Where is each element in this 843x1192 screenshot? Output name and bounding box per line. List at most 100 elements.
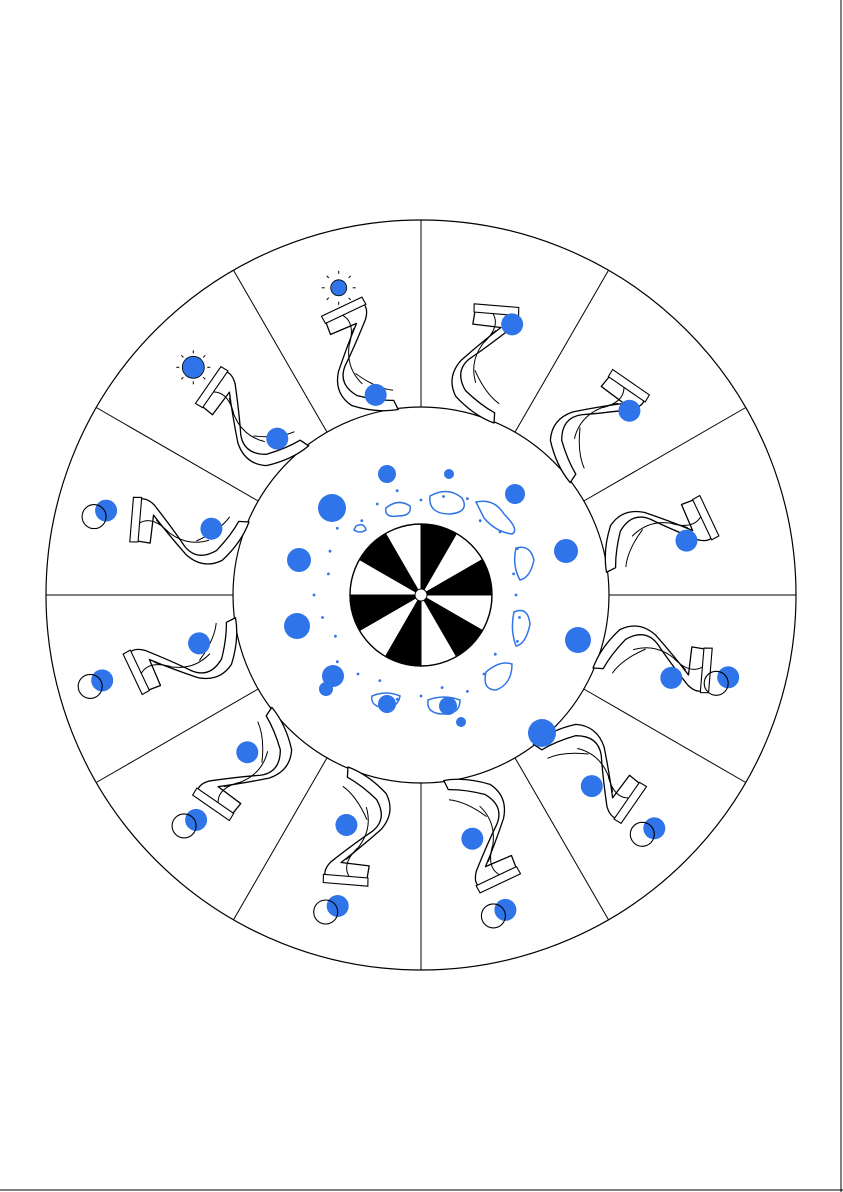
blue-blob-icon	[580, 775, 603, 798]
segment-divider	[95, 688, 259, 783]
blue-blob-icon	[528, 719, 556, 747]
blue-droplet	[375, 502, 379, 506]
hollow-blob-icon	[480, 903, 506, 929]
blue-blob-icon	[643, 817, 666, 840]
helix-ribbon-icon	[532, 723, 646, 820]
blue-droplet	[442, 495, 445, 498]
helix-ribbon-band	[320, 296, 367, 325]
blue-outline-blob	[484, 662, 513, 691]
blue-droplet	[518, 616, 521, 619]
segment-divider	[514, 757, 609, 921]
blue-blob-icon	[200, 517, 223, 540]
blue-droplet	[466, 497, 469, 500]
frame-1	[451, 303, 524, 424]
blue-droplet	[478, 519, 482, 523]
frame-2	[549, 368, 651, 484]
sparkle-ray	[202, 376, 206, 380]
helix-ribbon-icon	[129, 498, 250, 565]
helix-ribbon-band	[691, 494, 720, 541]
blue-blob-icon	[266, 427, 289, 450]
helix-ribbon-icon	[324, 766, 391, 887]
frame-10	[129, 496, 250, 565]
blue-droplet	[335, 660, 339, 664]
hollow-blob-icon	[77, 673, 103, 699]
helix-ribbon-band	[191, 787, 235, 822]
helix-ribbon-icon	[549, 370, 646, 484]
helix-ribbon-band	[475, 865, 522, 894]
blue-blob-icon	[378, 695, 396, 713]
helix-ribbon-band	[194, 365, 229, 409]
hollow-blob-icon	[171, 813, 197, 839]
blue-outline-blob	[385, 501, 411, 518]
blue-droplet	[395, 489, 399, 493]
hollow-blob-icon	[313, 899, 339, 925]
blue-blob-icon	[284, 613, 310, 639]
helix-ribbon-icon	[443, 778, 520, 891]
helix-ribbon-icon	[125, 617, 238, 694]
sparkle-ray	[180, 376, 184, 380]
frame-9	[122, 617, 238, 696]
helix-ribbon-band	[322, 873, 369, 887]
blue-outline-blob	[371, 692, 401, 709]
sparkle-ray	[202, 354, 206, 358]
blue-blob-icon	[287, 548, 311, 572]
blue-blob-icon	[565, 627, 591, 653]
blue-droplet	[498, 530, 502, 534]
blue-blob-icon	[322, 665, 344, 687]
sparkle-ray	[348, 275, 352, 279]
blue-outline-blob	[474, 500, 516, 535]
inner-field	[284, 465, 591, 747]
helix-ribbon-band	[613, 781, 648, 825]
helix-ribbon-band	[607, 368, 651, 403]
inner-blob-scatter	[284, 465, 591, 747]
center-wheel	[349, 523, 493, 667]
blue-droplet	[493, 652, 497, 656]
frame-5	[532, 723, 648, 825]
blue-droplet	[482, 672, 486, 676]
frame-11	[194, 365, 310, 467]
sparkle-ray	[326, 297, 330, 301]
blue-droplet	[334, 634, 337, 638]
helix-ribbon-icon	[592, 625, 713, 692]
sparkle-ball	[176, 350, 211, 385]
helix-ribbon-band	[699, 647, 713, 694]
segment-divider	[233, 757, 328, 921]
sparkle-ray	[180, 354, 184, 358]
blue-blob-icon	[318, 494, 346, 522]
hollow-blob-icon	[629, 821, 655, 847]
helix-ribbon-icon	[196, 706, 293, 820]
blue-droplet	[466, 690, 469, 693]
blue-outline-blob	[427, 696, 461, 715]
sparkle-ray	[326, 275, 330, 279]
blue-droplet	[327, 572, 330, 576]
blue-blob-icon	[505, 484, 525, 504]
outer-ring	[45, 219, 797, 971]
frame-12	[320, 296, 399, 412]
blue-blob-icon	[326, 895, 349, 917]
frame-7	[322, 766, 391, 887]
blue-droplet	[419, 694, 423, 698]
hollow-blob-icon	[81, 504, 107, 530]
blue-droplet	[516, 640, 519, 643]
blue-droplet	[335, 526, 339, 530]
blue-blob-icon	[364, 383, 387, 406]
blue-blob-icon	[319, 682, 333, 696]
sparkle-ball	[321, 270, 356, 305]
blue-droplet	[321, 616, 324, 619]
helix-ribbon-band	[122, 649, 151, 696]
segment-divider	[233, 269, 328, 433]
blue-droplet	[356, 672, 360, 676]
wheel-hub	[414, 588, 428, 602]
helix-ribbon-band	[129, 496, 143, 543]
blue-blob-icon	[461, 827, 484, 850]
blue-blob-icon	[675, 529, 698, 552]
blue-blob-icon	[181, 355, 205, 379]
blue-outline-blob	[511, 609, 531, 647]
blue-blob-icon	[439, 697, 457, 715]
wheel-rim	[349, 523, 493, 667]
frame-3	[604, 494, 720, 573]
blue-outline-blob	[429, 490, 465, 515]
blue-droplet	[512, 572, 515, 576]
segment-dividers	[46, 220, 796, 970]
